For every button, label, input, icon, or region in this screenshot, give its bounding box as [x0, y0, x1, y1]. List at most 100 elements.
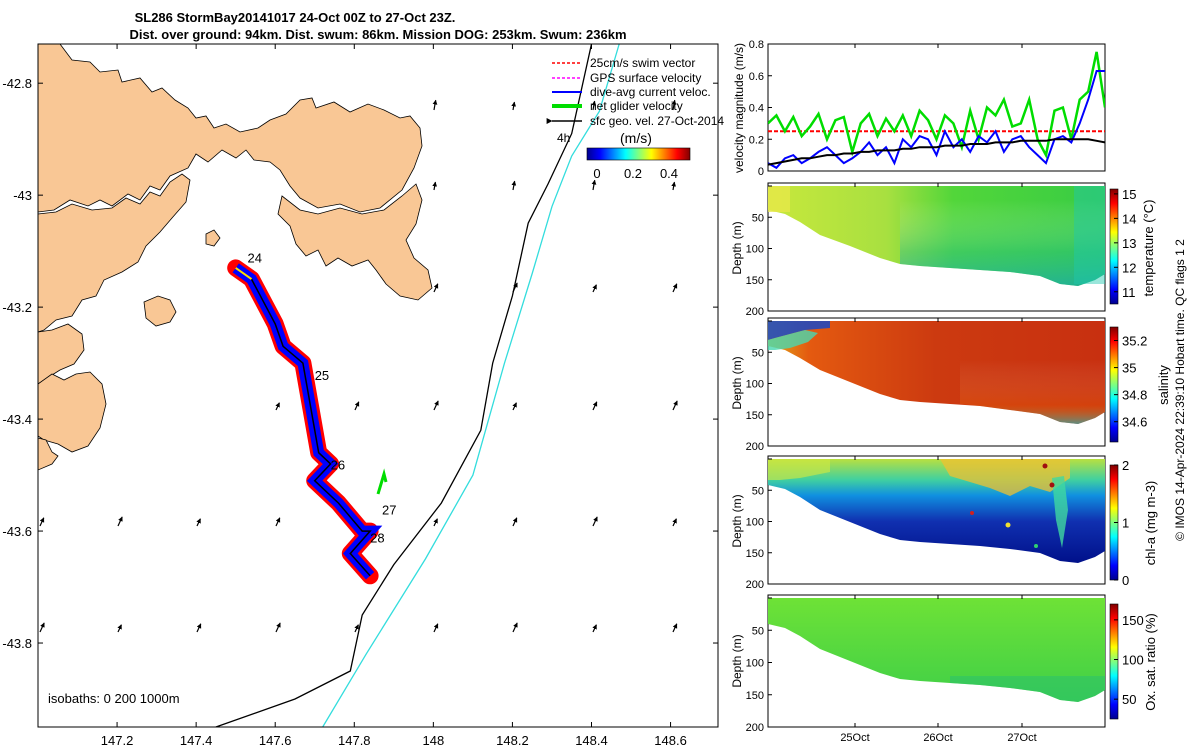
map-x-label: 147.2: [101, 733, 134, 748]
colorbar-tick-label: 14: [1122, 211, 1136, 226]
track-day-labels: 24 25 26 27 28: [248, 250, 397, 545]
land-island-2: [205, 229, 221, 247]
depth-label: 50: [752, 625, 764, 637]
sfc-velocity-arrow: [672, 283, 678, 293]
map-x-label: 147.6: [259, 733, 292, 748]
depth-label: 100: [746, 379, 764, 391]
map-y-label: -43.6: [2, 524, 32, 539]
colorbar-tick-label: 50: [1122, 692, 1136, 707]
colorbar-tick-label: 2: [1122, 458, 1129, 473]
map-legend: 25cm/s swim vector GPS surface velocity …: [546, 56, 724, 181]
map-y-label: -43: [13, 188, 32, 203]
title-line-1: SL286 StormBay20141017 24-Oct 00Z to 27-…: [135, 10, 456, 25]
sfc-velocity-arrow: [433, 283, 439, 293]
velocity-y-label: 0: [758, 166, 764, 178]
legend-sfc: sfc geo. vel. 27-Oct-2014: [590, 114, 724, 128]
track-day-label: 24: [248, 250, 262, 265]
sfc-velocity-arrow: [354, 624, 359, 633]
colorbar-tick-label: 100: [1122, 653, 1144, 668]
map-x-label: 148: [422, 733, 444, 748]
chl-high-point: [970, 511, 974, 515]
map-x-label: 148.4: [575, 733, 608, 748]
sfc-velocity-arrow: [433, 518, 438, 527]
sfc-velocity-arrow: [592, 284, 597, 293]
colorbar-tick-label: 15: [1122, 187, 1136, 202]
sfc-velocity-arrow: [672, 623, 678, 633]
sfc-velocity-arrow: [592, 401, 598, 411]
depth-label: 150: [746, 690, 764, 702]
sfc-velocity-arrow: [592, 516, 598, 527]
time-label: 25Oct: [840, 732, 869, 744]
velocity-panel: 0 0.2 0.4 0.6 0.8 velocity magnitude (m/s): [732, 39, 1106, 178]
map-y-label: -43.4: [2, 412, 32, 427]
depth-label: 50: [752, 485, 764, 497]
legend-gps: GPS surface velocity: [590, 71, 701, 85]
isobath-1000m: [322, 44, 620, 727]
sfc-velocity-arrow: [672, 518, 677, 527]
sfc-velocity-arrow: [512, 402, 517, 411]
velocity-series-line: [768, 138, 1105, 166]
depth-label: 200: [746, 579, 764, 591]
map-x-label: 148.2: [496, 733, 529, 748]
legend-current: dive-avg current veloc.: [590, 85, 711, 99]
land-island-1: [143, 295, 177, 327]
cbar-tick-0: 0: [593, 166, 600, 181]
temperature-colorbar: [1109, 188, 1119, 305]
map-frame: [37, 43, 719, 728]
map-y-label: -42.8: [2, 76, 32, 91]
chl-mid-point: [1034, 544, 1038, 548]
velocity-series-line: [768, 70, 1105, 170]
sfc-velocity-arrow: [512, 622, 518, 633]
colorbar-tick-label: 12: [1122, 260, 1136, 275]
salinity-fresh-surface: [768, 321, 830, 340]
depth-label: 150: [746, 410, 764, 422]
track-day-label: 27: [382, 502, 396, 517]
depth-label: 100: [746, 658, 764, 670]
sfc-velocity-arrow: [39, 517, 45, 527]
salinity-deep-shade: [960, 360, 1105, 424]
track-day-label: 28: [370, 530, 384, 545]
chlorophyll-west-patch: [768, 459, 830, 480]
sfc-velocity-arrow: [511, 101, 517, 111]
map-y-label: -43.8: [2, 636, 32, 651]
chlorophyll-surface-bloom: [940, 459, 1070, 496]
sfc-velocity-arrow: [196, 623, 202, 633]
temperature-cbar-label: temperature (°C): [1141, 200, 1156, 297]
isobath-note: isobaths: 0 200 1000m: [48, 691, 180, 706]
credit-text: © IMOS 14-Apr-2024 22:39:10 Hobart time.…: [1173, 239, 1187, 541]
land-west-peninsula: [38, 173, 191, 333]
velocity-series: [768, 51, 1105, 170]
oxygen-deep-shade: [950, 676, 1105, 702]
scale-label: 4h: [557, 131, 570, 145]
sfc-velocity-arrow: [511, 180, 517, 191]
velocity-y-label: 0.6: [749, 71, 764, 83]
cbar-tick-02: 0.2: [624, 166, 642, 181]
salinity-mixed-surface: [768, 330, 818, 350]
land-north: [38, 44, 423, 213]
velocity-y-label: 0.4: [749, 103, 764, 115]
isobath-200m: [215, 44, 593, 727]
oxygen-colorbar: [1109, 603, 1119, 720]
glider-velocity-tip: [376, 468, 388, 495]
sfc-velocity-arrow: [433, 623, 439, 633]
chlorophyll-panel: Depth (m) chl-a (mg m-3): [730, 455, 1158, 585]
colorbar-tick-label: 35: [1122, 361, 1136, 376]
land-forestier: [277, 183, 433, 301]
chlorophyll-deep-plume: [1052, 476, 1068, 548]
map-y-label: -43.2: [2, 300, 32, 315]
velocity-ticks: 0 0.2 0.4 0.6 0.8: [749, 39, 772, 178]
sfc-velocity-arrow: [671, 99, 677, 111]
velocity-y-label: 0.2: [749, 134, 764, 146]
salinity-colorbar: [1109, 326, 1119, 443]
oxygen-cbar-label: Ox. sat. ratio (%): [1143, 613, 1158, 711]
title-line-2: Dist. over ground: 94km. Dist. swum: 86k…: [129, 27, 626, 42]
time-label: 26Oct: [923, 732, 952, 744]
sfc-velocity-arrow: [512, 282, 518, 293]
sfc-velocity-arrow: [671, 181, 677, 191]
speed-colorbar: [586, 147, 691, 161]
depth-label: 50: [752, 347, 764, 359]
colorbar-tick-label: 150: [1122, 613, 1144, 628]
sfc-velocity-arrow: [39, 622, 45, 633]
land-masses: [38, 44, 433, 471]
